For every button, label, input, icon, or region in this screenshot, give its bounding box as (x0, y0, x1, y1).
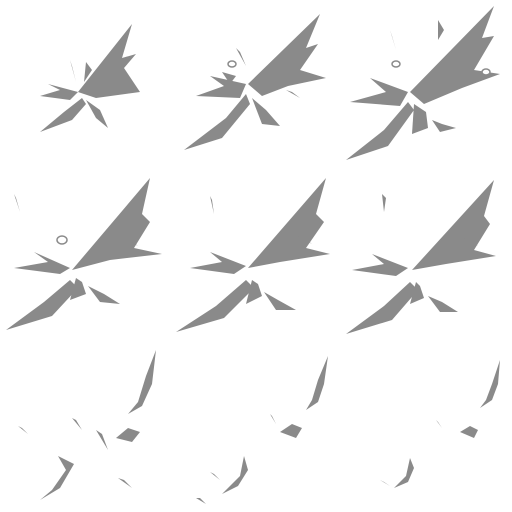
crack-frame-4 (6, 178, 162, 330)
crack-frame-6 (346, 180, 496, 334)
crack-frame-7 (18, 350, 156, 500)
crack-frame-1 (40, 24, 140, 132)
crack-frame-9 (380, 360, 500, 488)
crack-frame-2 (184, 14, 326, 150)
crack-frame-8 (196, 356, 328, 504)
crack-frame-3 (346, 6, 500, 160)
crack-frame-5 (176, 178, 330, 332)
